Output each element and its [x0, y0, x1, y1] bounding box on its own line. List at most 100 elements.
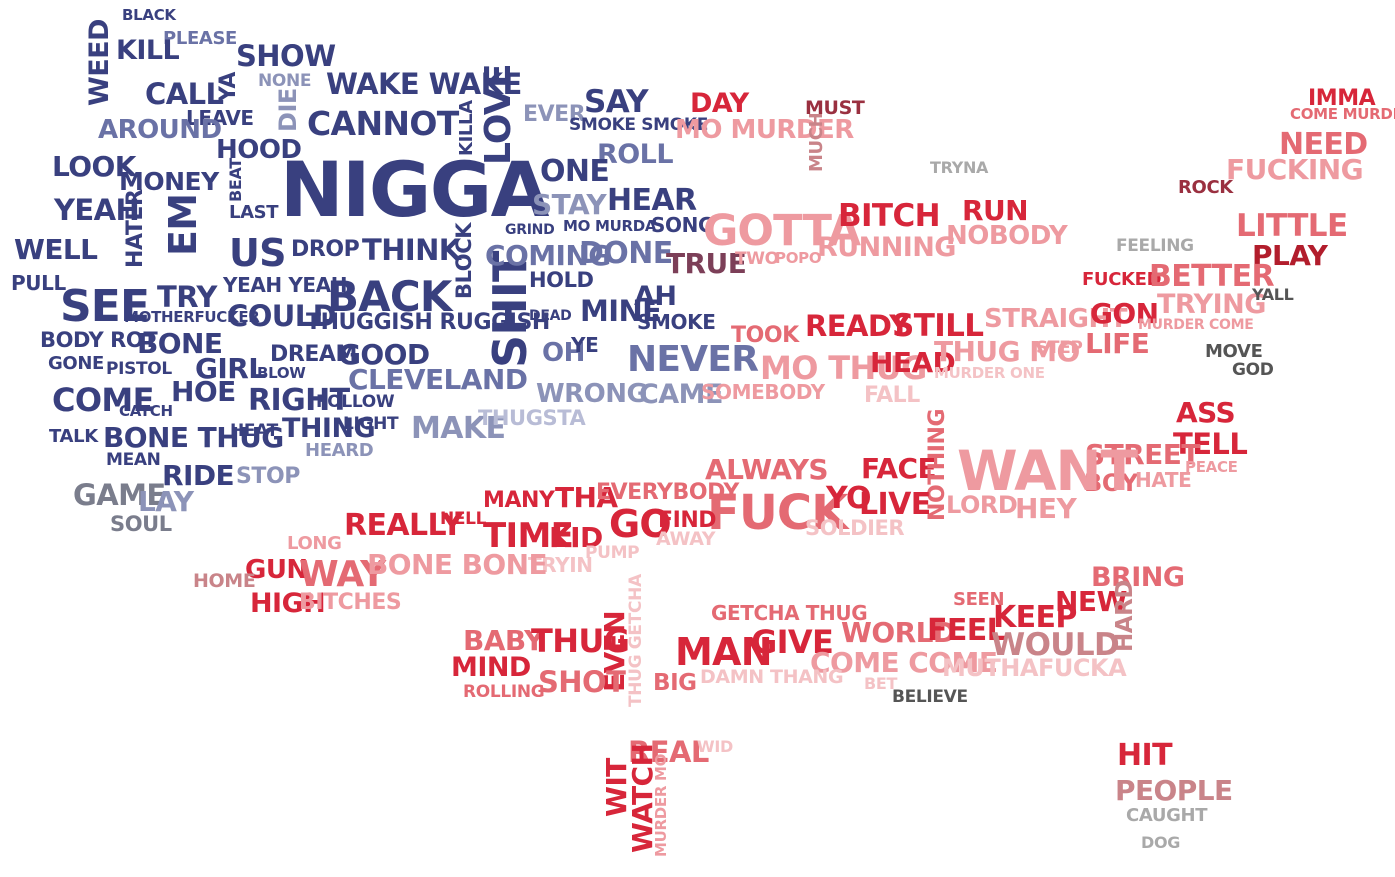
word-real: REAL [628, 735, 709, 769]
word-keep: KEEP [993, 600, 1077, 635]
word-bet: BET [864, 674, 898, 693]
word-true: TRUE [666, 247, 747, 280]
word-hater: HATER [123, 189, 148, 268]
word-nobody: NOBODY [946, 221, 1068, 251]
word-day: DAY [690, 88, 749, 119]
word-move: MOVE [1205, 341, 1263, 362]
word-soldier: SOLDIER [805, 516, 905, 540]
word-gotta: GOTTA [703, 206, 861, 256]
word-make: MAKE [411, 411, 506, 446]
word-must: MUST [805, 97, 865, 119]
word-away: AWAY [656, 528, 716, 550]
word-em: EM [161, 193, 205, 256]
word-live: LIVE [859, 487, 931, 522]
word-thugsta: THUGSTA [478, 406, 586, 430]
word-shot: SHOT [538, 665, 626, 699]
word-people: PEOPLE [1115, 774, 1233, 807]
word-home: HOME [193, 570, 256, 592]
word-lord: LORD [946, 491, 1018, 519]
word-try: TRY [157, 280, 217, 314]
word-gun: GUN [245, 555, 308, 585]
word-way: WAY [299, 554, 386, 595]
word-ass: ASS [1176, 396, 1236, 429]
word-mothug: MO THUG [760, 349, 927, 387]
word-cannot: CANNOT [307, 104, 459, 143]
word-cleveland: CLEVELAND [348, 363, 528, 396]
word-would: WOULD [991, 627, 1120, 663]
word-want: WANT [957, 439, 1138, 503]
word-step: STEP [1036, 338, 1083, 358]
word-money: MONEY [119, 167, 219, 196]
word-show: SHOW [236, 39, 336, 73]
word-ye: YE [571, 333, 599, 357]
word-well: WELL [14, 233, 98, 266]
word-popo: POPO [775, 249, 822, 267]
word-please: PLEASE [163, 28, 237, 49]
word-girl: GIRL [195, 352, 266, 385]
word-weed: WEED [84, 19, 115, 106]
word-comecome: COME COME [810, 646, 998, 679]
word-hell: HELL [440, 509, 487, 529]
word-bone: BONE [137, 327, 223, 360]
word-hate: HATE [1135, 468, 1192, 492]
word-song: SONG [651, 213, 714, 237]
word-big: BIG [653, 670, 697, 696]
word-murderone: MURDER ONE [934, 364, 1045, 382]
word-smokesmoke: SMOKE SMOKE [569, 115, 708, 135]
word-new: NEW [1055, 585, 1127, 618]
word-peace: PEACE [1185, 458, 1238, 476]
word-murdercome: MURDER COME [1138, 317, 1254, 333]
word-imma: IMMA [1308, 86, 1376, 111]
word-still: STILL [892, 308, 984, 344]
word-heard: HEARD [305, 440, 374, 461]
word-see: SEE [60, 281, 150, 332]
word-black: BLACK [122, 6, 176, 24]
word-life: LIFE [1085, 327, 1150, 360]
word-hit: HIT [1117, 738, 1173, 773]
word-done: DONE [579, 236, 673, 271]
word-man: MAN [675, 630, 773, 674]
word-momurda: MO MURDA [563, 217, 657, 235]
word-fucked: FUCKED [1082, 269, 1162, 290]
word-little: LITTLE [1236, 208, 1348, 244]
word-bodyrot: BODY ROT [40, 328, 158, 352]
word-think: THINK [362, 233, 461, 267]
word-grind: GRIND [505, 222, 555, 238]
word-mind: MIND [451, 652, 531, 683]
word-two: TWO [735, 249, 779, 269]
word-bring: BRING [1091, 562, 1185, 593]
word-ah: AH [634, 281, 677, 312]
word-good: GOOD [338, 338, 430, 371]
word-face: FACE [861, 452, 937, 485]
word-trying: TRYING [1157, 289, 1266, 320]
word-one: ONE [540, 154, 610, 189]
word-caught: CAUGHT [1126, 805, 1208, 826]
word-tryna: TRYNA [930, 158, 989, 177]
word-us: US [229, 231, 286, 275]
word-never: NEVER [627, 339, 759, 380]
word-running: RUNNING [817, 232, 956, 263]
word-rock: ROCK [1178, 177, 1233, 198]
word-look: LOOK [52, 150, 136, 183]
word-pull: PULL [11, 271, 66, 295]
word-tryin: TRYIN [528, 553, 593, 577]
word-better: BETTER [1149, 259, 1275, 294]
word-give: GIVE [751, 623, 834, 661]
word-light: LIGHT [343, 414, 399, 434]
word-stop: STOP [236, 464, 300, 489]
word-talk: TALK [49, 426, 98, 447]
word-world: WORLD [841, 616, 956, 649]
word-kill: KILL [116, 35, 180, 66]
word-hoe: HOE [171, 375, 236, 408]
word-wid: WID [697, 737, 733, 756]
word-feeling: FEELING [1116, 236, 1194, 256]
word-hold: HOLD [529, 268, 594, 292]
word-yo: YO [826, 481, 872, 516]
word-die: DIE [274, 88, 302, 132]
word-somebody: SOMEBODY [701, 380, 825, 404]
word-motherfucker: MOTHERFUCKER [124, 308, 260, 326]
word-really: REALLY [344, 508, 463, 543]
word-pistol: PISTOL [106, 359, 172, 379]
word-murdermo: MURDER MO [652, 753, 670, 857]
word-dog: DOG [1141, 833, 1181, 852]
